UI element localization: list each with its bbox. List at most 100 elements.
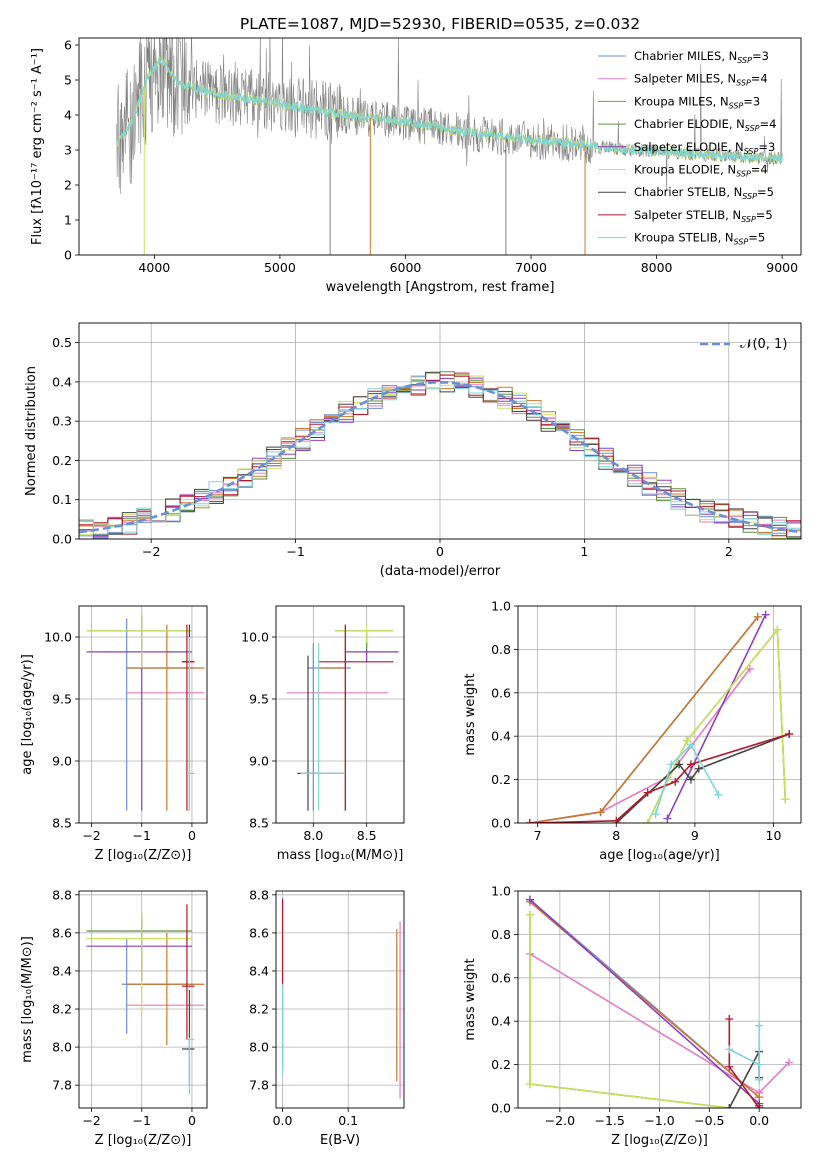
- x-tick-label: 4000: [138, 260, 170, 275]
- weight-marker: [725, 1104, 734, 1108]
- x-tick-label: −1.5: [594, 1113, 624, 1128]
- x-tick-label: −2: [82, 1113, 100, 1128]
- y-tick-label: 6: [64, 38, 72, 53]
- x-tick-label: 9000: [766, 260, 798, 275]
- weight-line-c6: [646, 627, 787, 823]
- legend-label-subscript: SSP: [736, 79, 751, 88]
- y-axis-label: Normed distribution: [24, 366, 39, 496]
- axes-frame: [78, 37, 802, 256]
- y-tick-label: 9.0: [249, 754, 269, 769]
- legend-label: Kroupa ELODIE, NSSP=4: [634, 163, 768, 179]
- y-axis-label: Flux [fλ10⁻¹⁷ erg cm⁻² s⁻¹ A⁻¹]: [30, 48, 45, 245]
- weight-marker: [683, 736, 692, 745]
- weight-marker: [663, 814, 672, 823]
- axes-frame: [517, 890, 802, 1109]
- weight-marker: [781, 795, 790, 804]
- x-tick-label: 7: [534, 828, 542, 843]
- model-spectrum-kroupa-stelib: [116, 55, 783, 165]
- legend-label: 𝒩(0, 1): [740, 337, 787, 352]
- x-axis-label: wavelength [Angstrom, rest frame]: [326, 280, 555, 295]
- weight-line-c4: [646, 627, 787, 823]
- y-axis-label: mass weight: [463, 673, 478, 755]
- plot-area: [86, 904, 205, 1095]
- x-tick-label: 5000: [264, 260, 296, 275]
- plot-area: [286, 624, 399, 811]
- legend-label-subscript: SSP: [745, 124, 760, 133]
- axes-frame: [78, 890, 208, 1109]
- y-tick-label: 0.4: [52, 374, 72, 389]
- y-tick-label: 3: [64, 143, 72, 158]
- y-axis-label: mass weight: [463, 958, 478, 1040]
- x-axis-label: (data-model)/error: [380, 564, 501, 579]
- legend-label-count: =3: [758, 140, 775, 154]
- weight-marker: [671, 777, 680, 786]
- x-tick-label: 0.0: [273, 1113, 293, 1128]
- x-tick-label: −2: [142, 544, 160, 559]
- y-tick-label: 4: [64, 108, 72, 123]
- weight-line-c7: [615, 733, 790, 823]
- legend-label-count: =3: [743, 94, 760, 108]
- plot-area: [525, 895, 794, 1108]
- y-tick-label: 9.5: [52, 692, 72, 707]
- axes-frame: [78, 605, 208, 824]
- weight-marker: [753, 612, 762, 621]
- y-tick-label: 0.6: [491, 970, 511, 985]
- legend-label-subscript: SSP: [744, 147, 759, 156]
- legend-label: Salpeter ELODIE, NSSP=3: [634, 140, 775, 156]
- y-tick-label: 8.4: [249, 963, 269, 978]
- weight-marker: [773, 625, 782, 634]
- y-tick-label: 0.8: [491, 927, 511, 942]
- legend-label: Kroupa STELIB, NSSP=5: [634, 231, 765, 247]
- legend-label: Salpeter STELIB, NSSP=5: [634, 208, 773, 224]
- weight-marker: [694, 764, 703, 773]
- y-tick-label: 0.0: [491, 1101, 511, 1116]
- legend-label: Salpeter MILES, NSSP=4: [634, 72, 768, 88]
- histogram-c9: [79, 379, 801, 539]
- metallicity-weight-panel: −2.0 −1.5 −1.0 −0.5 0.0 0.0 0.2 0.4 0.6 0.8 1.0 Z […: [463, 884, 802, 1148]
- weight-marker: [675, 760, 684, 769]
- weight-marker: [725, 1015, 734, 1024]
- x-tick-label: 9: [691, 828, 699, 843]
- figure-title: PLATE=1087, MJD=52930, FIBERID=0535, z=0…: [240, 15, 640, 33]
- weight-marker: [686, 740, 695, 749]
- weight-marker: [761, 610, 770, 619]
- y-tick-label: 2: [64, 178, 72, 193]
- weight-marker: [686, 775, 695, 784]
- y-tick-label: 8.6: [249, 925, 269, 940]
- x-tick-label: 1: [580, 544, 588, 559]
- y-tick-label: 10.0: [241, 630, 269, 645]
- weight-marker: [667, 760, 676, 769]
- x-tick-label: 7000: [515, 260, 547, 275]
- weight-line-c9: [654, 743, 720, 815]
- weight-marker: [525, 819, 534, 823]
- legend-label-subscript: SSP: [729, 101, 744, 110]
- weight-marker: [596, 808, 605, 817]
- x-tick-label: 8.0: [303, 828, 323, 843]
- legend-label-count: =4: [751, 163, 768, 177]
- weight-marker: [755, 1075, 764, 1084]
- weight-marker: [686, 760, 695, 769]
- y-tick-label: 0.6: [491, 685, 511, 700]
- y-tick-label: 8.5: [52, 816, 72, 831]
- y-axis-label: mass [log₁₀(M/M⊙)]: [20, 936, 35, 1063]
- weight-line-c8: [529, 733, 790, 823]
- plot-area: [525, 610, 794, 823]
- y-tick-label: 7.8: [249, 1078, 269, 1093]
- spectrum-panel: 4000 5000 6000 7000 8000 9000 0 1 2 3 4 5 6 wavelengt…: [30, 37, 802, 295]
- legend-label-count: =4: [760, 117, 777, 131]
- x-tick-label: −2.0: [545, 1113, 575, 1128]
- y-tick-label: 0.4: [491, 1014, 511, 1029]
- legend-label-count: =5: [756, 208, 773, 222]
- weight-line-c5: [666, 614, 767, 820]
- axes-frame: [275, 605, 405, 824]
- x-tick-label: 8000: [641, 260, 673, 275]
- y-tick-label: 0.3: [52, 414, 72, 429]
- legend-label-subscript: SSP: [742, 192, 757, 201]
- weight-marker: [785, 1058, 794, 1067]
- x-tick-label: −1: [133, 1113, 151, 1128]
- weight-line-c6: [529, 914, 760, 1108]
- age-weight-panel: 7 8 9 10 0.0 0.2 0.4 0.6 0.8 1.0 age [log₁₀(age/yr…: [463, 599, 802, 863]
- weight-marker: [755, 1021, 764, 1030]
- weight-line-c8: [728, 1019, 760, 1108]
